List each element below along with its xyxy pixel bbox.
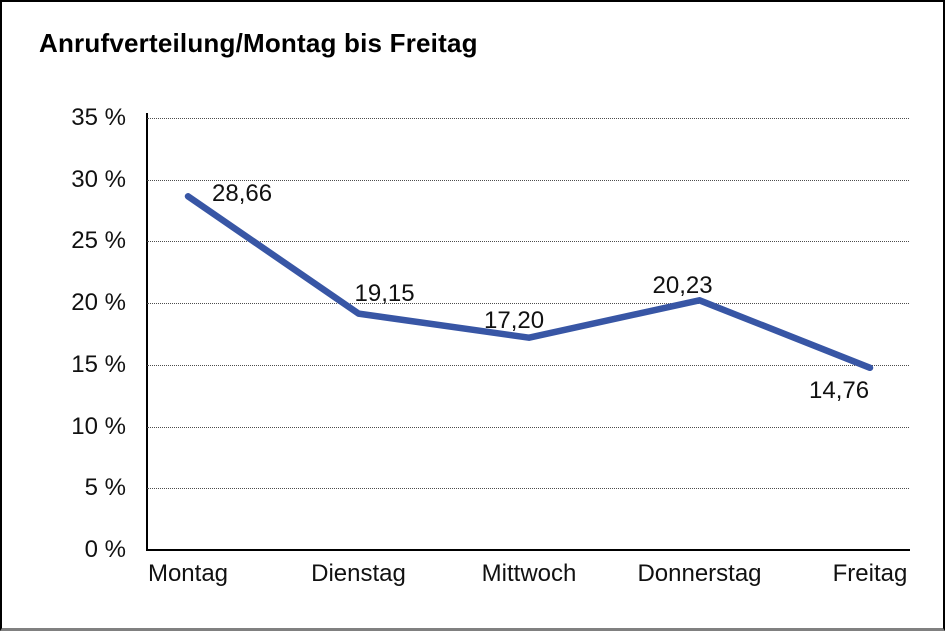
y-tick-label: 30 % — [71, 165, 126, 193]
y-tick-label: 0 % — [84, 536, 126, 563]
data-point-label: 17,20 — [484, 306, 545, 334]
data-point-label: 19,15 — [354, 279, 415, 307]
y-tick-label: 20 % — [71, 289, 126, 317]
data-point-label: 20,23 — [652, 272, 713, 300]
data-point-label: 14,76 — [809, 376, 870, 404]
data-point-label: 28,66 — [212, 180, 273, 208]
x-tick-label: Montag — [147, 560, 229, 587]
gridline — [147, 364, 909, 366]
gridline — [147, 179, 909, 181]
y-tick-label: 10 % — [71, 412, 126, 440]
x-tick-label: Mittwoch — [481, 560, 577, 587]
x-axis-line — [146, 549, 910, 551]
gridline — [147, 118, 909, 119]
x-tick-label: Freitag — [832, 560, 908, 587]
y-tick-label: 15 % — [71, 350, 126, 378]
chart-title: Anrufverteilung/Montag bis Freitag — [39, 28, 478, 58]
line-chart-svg — [184, 193, 874, 372]
y-tick-label: 5 % — [84, 474, 126, 502]
x-tick-label: Donnerstag — [637, 560, 762, 587]
y-axis-line — [146, 113, 148, 550]
y-tick-label: 25 % — [71, 227, 126, 255]
y-tick-label: 35 % — [71, 104, 126, 131]
gridline — [147, 241, 909, 243]
plot-area — [147, 118, 909, 550]
gridline — [147, 488, 909, 490]
series-line — [184, 193, 874, 372]
gridline — [147, 426, 909, 428]
gridline — [147, 303, 909, 305]
x-tick-label: Dienstag — [311, 560, 406, 587]
